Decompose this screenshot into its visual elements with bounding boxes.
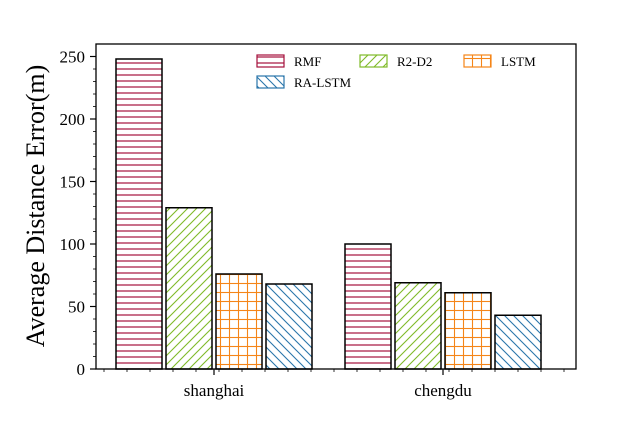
category-labels: shanghai chengdu <box>184 381 473 400</box>
legend-swatch-ra-lstm <box>256 75 285 89</box>
legend-swatch-rmf <box>256 54 285 68</box>
y-tick-label: 250 <box>60 48 86 67</box>
x-tick-label: shanghai <box>184 381 245 400</box>
legend-label-rmf: RMF <box>294 54 321 69</box>
y-tick-label: 0 <box>77 360 86 379</box>
y-axis-ticks: 0 50 100 150 200 250 <box>60 48 96 379</box>
legend-swatch-r2-d2 <box>359 54 388 68</box>
bar-rmf-chengdu <box>344 243 392 370</box>
legend-label-ra-lstm: RA-LSTM <box>294 75 352 90</box>
bar-r2-d2-shanghai <box>165 207 213 370</box>
y-tick-label: 150 <box>60 173 86 192</box>
y-tick-label: 50 <box>68 298 85 317</box>
y-axis-label: Average Distance Error(m) <box>21 65 50 347</box>
legend-label-lstm: LSTM <box>501 54 536 69</box>
plot-frame <box>95 43 577 370</box>
legend-label-r2-d2: R2-D2 <box>397 54 432 69</box>
y-tick-label: 200 <box>60 110 86 129</box>
legend: RMF R2-D2 LSTM RA-LSTM <box>256 54 536 90</box>
y-tick-label: 100 <box>60 235 86 254</box>
bars <box>115 58 542 370</box>
legend-swatch-lstm <box>463 54 492 68</box>
x-axis-ticks <box>103 369 565 375</box>
x-tick-label: chengdu <box>414 381 472 400</box>
bar-lstm-chengdu <box>444 292 492 370</box>
bar-rmf-shanghai <box>115 58 163 370</box>
bar-lstm-shanghai <box>215 273 263 370</box>
bar-ra-lstm-chengdu <box>494 314 542 370</box>
bar-r2-d2-chengdu <box>394 282 442 370</box>
bar-ra-lstm-shanghai <box>265 283 313 370</box>
